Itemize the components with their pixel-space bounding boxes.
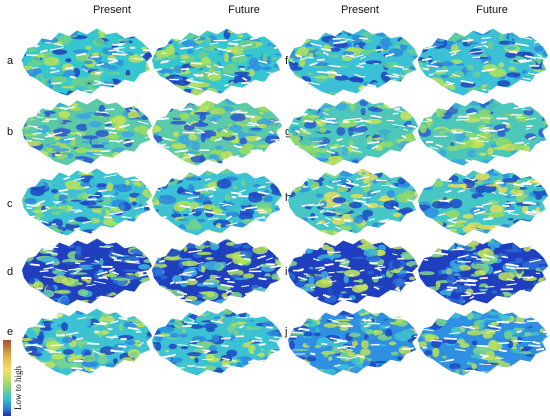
map-b-present [18,96,156,170]
column-header-present-left: Present [93,4,131,16]
column-header-future-right: Future [476,4,508,16]
map-g-present [284,96,422,170]
legend-label: Low to high [13,366,23,410]
map-f-present [284,26,422,100]
map-d-future [148,236,286,310]
row-label-g: g [285,126,292,138]
map-f-future [414,26,550,100]
map-i-future [414,236,550,310]
map-c-future [148,166,286,240]
map-c-present [18,166,156,240]
column-header-future-left: Future [228,4,260,16]
row-label-e: e [7,326,14,338]
map-a-future [148,26,286,100]
row-label-d: d [7,266,14,278]
column-header-present-right: Present [341,4,379,16]
legend-color-bar [3,340,11,416]
map-h-future [414,166,550,240]
row-label-b: b [7,126,14,138]
row-label-f: f [285,55,289,67]
map-b-future [148,96,286,170]
map-j-present [284,306,422,380]
map-d-present [18,236,156,310]
map-i-present [284,236,422,310]
map-g-future [414,96,550,170]
map-e-future [148,306,286,380]
row-label-j: j [285,326,288,338]
row-label-i: i [285,266,288,278]
map-h-present [284,166,422,240]
map-a-present [18,26,156,100]
map-j-future [414,306,550,380]
row-label-h: h [285,192,292,204]
row-label-a: a [7,55,14,67]
row-label-c: c [7,198,13,210]
map-e-present [18,306,156,380]
